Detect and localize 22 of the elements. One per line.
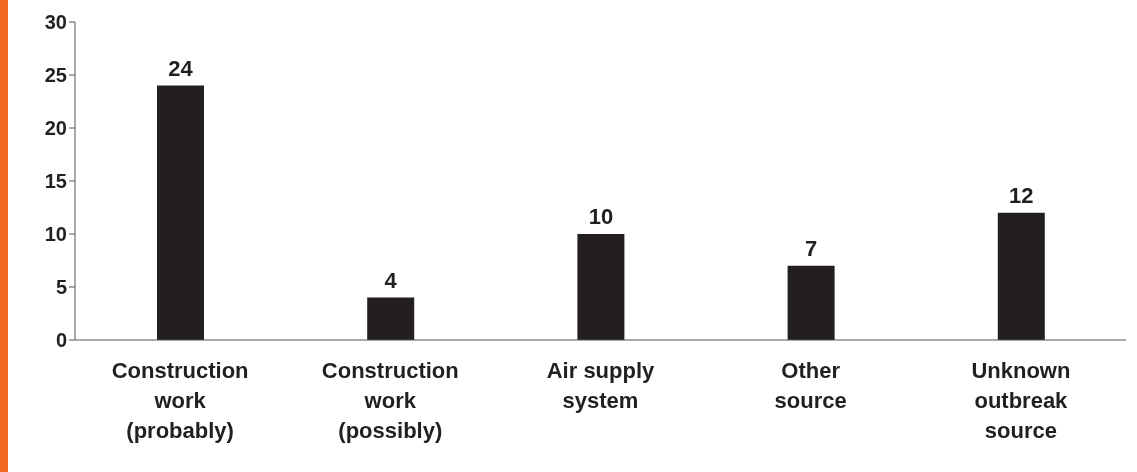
bar (997, 212, 1045, 340)
y-tick-label: 10 (44, 223, 67, 246)
y-tick-label: 5 (55, 276, 67, 299)
data-label: 10 (588, 204, 614, 229)
bar (577, 234, 625, 340)
data-label: 7 (804, 235, 818, 261)
x-tick-label: Construction work (probably) (111, 358, 249, 443)
bar (157, 85, 204, 340)
x-tick-label: Construction work (possibly) (321, 358, 459, 443)
x-tick-label: Other source (774, 358, 847, 413)
y-tick-label: 25 (44, 64, 67, 87)
data-label: 12 (1009, 182, 1034, 208)
y-tick-label: 15 (44, 170, 67, 193)
bar (787, 265, 835, 340)
bar (367, 297, 415, 340)
data-label: 24 (168, 55, 194, 81)
y-tick-label: 0 (55, 329, 67, 352)
x-tick-label: Air supply system (546, 358, 656, 413)
x-tick-label: Unknown outbreak source (971, 358, 1071, 443)
data-label: 4 (384, 267, 398, 293)
y-tick-label: 20 (44, 117, 67, 140)
y-tick-label: 30 (44, 11, 67, 34)
